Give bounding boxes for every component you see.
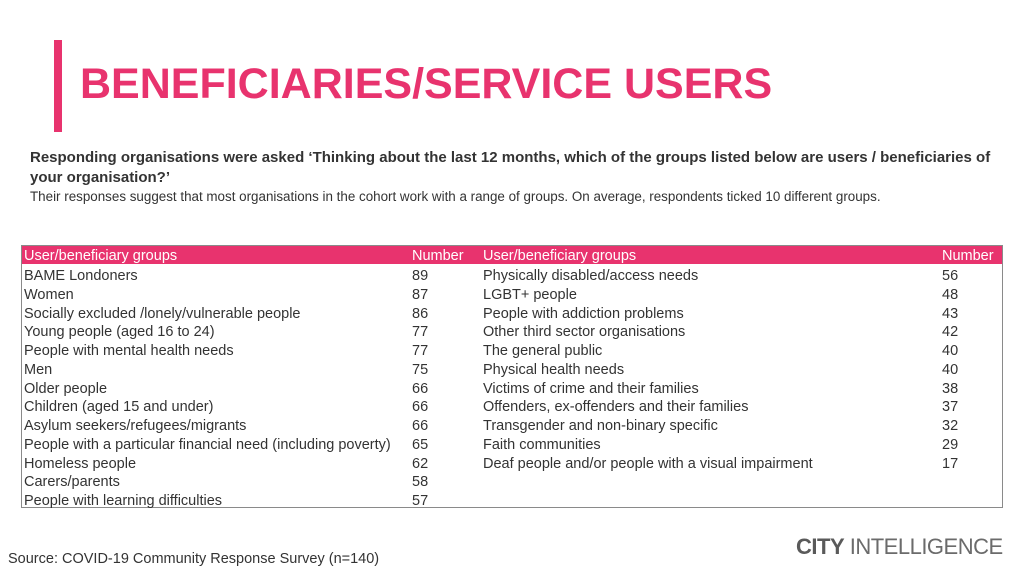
table-row: Homeless people 62 <box>22 455 477 474</box>
table-row: LGBT+ people 48 <box>483 286 1003 305</box>
header-groups-left: User/beneficiary groups <box>24 248 178 264</box>
group-number: 48 <box>942 286 959 303</box>
group-label: Older people <box>24 380 108 397</box>
header-number-left: Number <box>412 248 464 264</box>
group-label: Other third sector organisations <box>483 324 686 341</box>
table-row: Offenders, ex-offenders and their famili… <box>483 398 1003 417</box>
source-note: Source: COVID-19 Community Response Surv… <box>8 551 380 567</box>
group-number: 38 <box>942 380 959 397</box>
table-row: Older people 66 <box>22 380 477 399</box>
group-number: 75 <box>412 361 429 378</box>
table-row: People with a particular financial need … <box>22 436 477 455</box>
table-column-left: BAME Londoners 89 Women 87 Socially excluded… <box>22 267 477 511</box>
table-row: Deaf people and/or people with a visual … <box>483 455 1003 474</box>
group-number: 77 <box>412 324 429 341</box>
table-row: Asylum seekers/refugees/migrants 66 <box>22 417 477 436</box>
group-number: 17 <box>942 455 959 472</box>
logo-strong: CITY <box>796 534 845 559</box>
group-label: People with a particular financial need … <box>24 436 391 453</box>
table-row: Women 87 <box>22 286 477 305</box>
group-label: Men <box>24 361 53 378</box>
group-number: 43 <box>942 305 959 322</box>
group-label: BAME Londoners <box>24 268 138 284</box>
table-row: The general public 40 <box>483 342 1003 361</box>
header-groups-right: User/beneficiary groups <box>483 248 637 264</box>
table-column-right: Physically disabled/access needs 56 LGBT+ … <box>483 267 1003 473</box>
group-number: 77 <box>412 343 429 359</box>
group-label: Physical health needs <box>483 361 625 378</box>
group-number: 40 <box>942 343 959 359</box>
beneficiary-groups-table: User/beneficiary groups Number User/bene… <box>21 245 1003 511</box>
summary-text: Their responses suggest that most organi… <box>30 189 881 204</box>
table-row: Young people (aged 16 to 24) 77 <box>22 323 477 342</box>
group-number: 62 <box>412 455 429 472</box>
group-label: Transgender and non-binary specific <box>483 418 718 434</box>
table-row: Men 75 <box>22 361 477 380</box>
group-label: Women <box>24 286 74 303</box>
group-number: 42 <box>942 324 959 341</box>
group-label: Offenders, ex-offenders and their famili… <box>483 399 749 416</box>
survey-question: Responding organisations were asked ‘Thi… <box>30 149 991 186</box>
table-row: Transgender and non-binary specific 32 <box>483 417 1003 436</box>
group-number: 86 <box>412 305 429 322</box>
table-row: People with addiction problems 43 <box>483 305 1003 324</box>
table-row: Physical health needs 40 <box>483 361 1003 380</box>
table-header-row: User/beneficiary groups Number User/bene… <box>22 246 1002 266</box>
group-number: 66 <box>412 399 429 416</box>
group-label: People with addiction problems <box>483 305 684 322</box>
table-row: People with learning difficulties 57 <box>22 492 477 511</box>
group-number: 56 <box>942 268 959 284</box>
table-row: Socially excluded /lonely/vulnerable peo… <box>22 305 477 324</box>
logo-light: INTELLIGENCE <box>844 534 1003 559</box>
group-number: 89 <box>412 268 429 284</box>
table-row: BAME Londoners 89 <box>22 267 477 286</box>
group-label: Asylum seekers/refugees/migrants <box>24 418 247 434</box>
group-number: 66 <box>412 418 429 434</box>
group-number: 32 <box>942 418 959 434</box>
group-label: LGBT+ people <box>483 286 577 303</box>
group-label: Physically disabled/access needs <box>483 268 699 284</box>
header-number-right: Number <box>942 248 994 264</box>
group-number: 65 <box>412 436 429 453</box>
group-number: 40 <box>942 361 959 378</box>
city-intelligence-logo: CITY INTELLIGENCE <box>796 534 1003 560</box>
group-label: Young people (aged 16 to 24) <box>24 324 215 341</box>
group-label: People with mental health needs <box>24 343 234 359</box>
group-number: 57 <box>412 493 429 509</box>
table-row: Children (aged 15 and under) 66 <box>22 398 477 417</box>
group-label: Deaf people and/or people with a visual … <box>483 455 813 472</box>
group-label: Carers/parents <box>24 474 120 491</box>
group-label: The general public <box>483 343 603 359</box>
table-row: Physically disabled/access needs 56 <box>483 267 1003 286</box>
group-label: Socially excluded /lonely/vulnerable peo… <box>24 305 301 322</box>
group-number: 37 <box>942 399 959 416</box>
table-row: Faith communities 29 <box>483 436 1003 455</box>
group-number: 29 <box>942 436 959 453</box>
group-label: Victims of crime and their families <box>483 380 699 397</box>
table-row: Other third sector organisations 42 <box>483 323 1003 342</box>
table-row: People with mental health needs 77 <box>22 342 477 361</box>
group-number: 66 <box>412 380 429 397</box>
table-row: Carers/parents 58 <box>22 473 477 492</box>
title-accent-bar <box>54 40 62 132</box>
table-row: Victims of crime and their families 38 <box>483 380 1003 399</box>
page-title: BENEFICIARIES/SERVICE USERS <box>80 60 773 108</box>
group-label: Homeless people <box>24 455 137 472</box>
group-label: Children (aged 15 and under) <box>24 399 214 416</box>
group-number: 58 <box>412 474 429 491</box>
group-label: People with learning difficulties <box>24 493 223 509</box>
group-label: Faith communities <box>483 436 601 453</box>
group-number: 87 <box>412 286 429 303</box>
